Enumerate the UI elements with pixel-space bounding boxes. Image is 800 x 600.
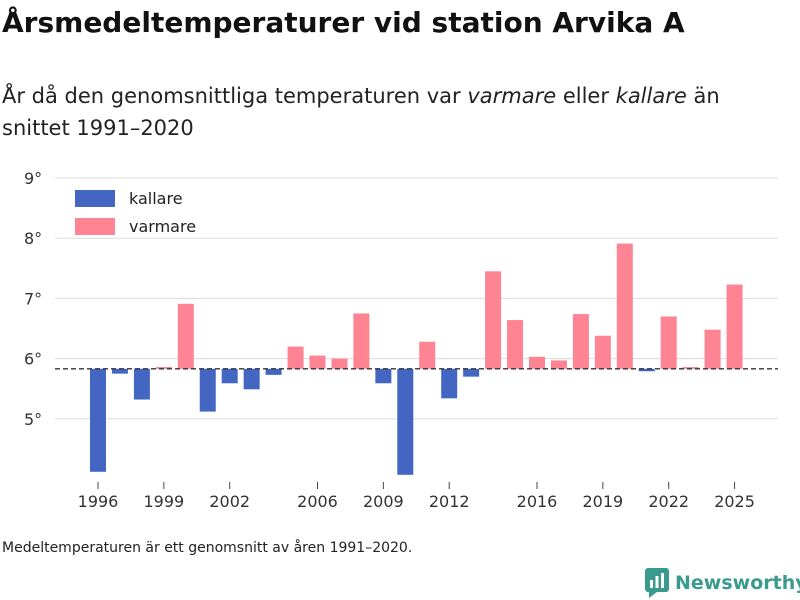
bar-2018[interactable] [572, 314, 589, 369]
brand-logo[interactable]: Newsworthy [645, 568, 800, 598]
y-tick-label: 6° [24, 350, 42, 369]
chart-subtitle: År då den genomsnittliga temperaturen va… [2, 80, 772, 144]
bar-2000[interactable] [177, 303, 194, 369]
subtitle-text-1: År då den genomsnittliga temperaturen va… [2, 84, 468, 108]
bar-2015[interactable] [507, 320, 524, 369]
bar-2011[interactable] [419, 341, 436, 369]
legend-swatch-kallare [75, 190, 115, 207]
y-tick-label: 8° [24, 229, 42, 248]
bar-2001[interactable] [199, 368, 216, 412]
bar-2016[interactable] [529, 356, 545, 369]
bar-1998[interactable] [133, 368, 150, 400]
x-tick-label: 2025 [714, 492, 755, 511]
gridlines [55, 177, 778, 420]
bar-2019[interactable] [594, 335, 611, 369]
bar-2014[interactable] [485, 271, 502, 369]
subtitle-warm-word: varmare [467, 84, 557, 108]
legend[interactable]: kallare varmare [75, 189, 196, 236]
x-tick-label: 1996 [78, 492, 119, 511]
x-tick-label: 2002 [209, 492, 250, 511]
subtitle-cold-word: kallare [615, 84, 687, 108]
bar-2004[interactable] [265, 368, 282, 375]
bar-2024[interactable] [704, 329, 721, 369]
chart-title: Årsmedeltemperaturer vid station Arvika … [2, 6, 685, 39]
footnote: Medeltemperaturen är ett genomsnitt av å… [2, 540, 413, 556]
bar-1999[interactable] [155, 367, 172, 369]
bar-2012[interactable] [441, 368, 458, 399]
bar-2007[interactable] [331, 358, 348, 369]
y-tick-label: 5° [24, 410, 42, 429]
bar-2008[interactable] [353, 313, 370, 369]
bar-2020[interactable] [616, 243, 633, 369]
x-tick-label: 2022 [648, 492, 689, 511]
subtitle-text-2: eller [556, 84, 616, 108]
bar-2023[interactable] [682, 367, 699, 369]
y-tick-label: 9° [24, 169, 42, 188]
legend-label-varmare: varmare [129, 217, 196, 236]
bar-2003[interactable] [243, 368, 260, 390]
x-tick-label: 2019 [582, 492, 623, 511]
bar-2021[interactable] [638, 368, 655, 372]
temperature-bar-chart: 5° 6° 7° 8° 9° 1996 1999 2002 2006 2009 2012 2016 2… [24, 169, 778, 511]
bar-2022[interactable] [660, 316, 677, 369]
y-tick-label: 7° [24, 289, 42, 308]
y-axis: 5° 6° 7° 8° 9° [24, 169, 42, 429]
x-tick-label: 2006 [297, 492, 338, 511]
legend-swatch-varmare [75, 218, 115, 235]
bar-2006[interactable] [309, 355, 326, 369]
x-tick-label: 1999 [143, 492, 184, 511]
x-tick-label: 2009 [363, 492, 404, 511]
x-tick-label: 2012 [429, 492, 470, 511]
newsworthy-logo-icon [645, 568, 669, 598]
bar-2025[interactable] [726, 284, 743, 369]
bar-2005[interactable] [287, 346, 304, 369]
x-tick-label: 2016 [517, 492, 558, 511]
bar-1997[interactable] [111, 368, 128, 374]
subtitle-text-3: än snittet 1991–2020 [2, 84, 720, 140]
bar-2009[interactable] [375, 368, 392, 384]
bar-2002[interactable] [221, 368, 238, 384]
bar-2013[interactable] [463, 368, 480, 377]
brand-name: Newsworthy [675, 572, 800, 594]
bar-2010[interactable] [397, 368, 414, 475]
bars [90, 243, 743, 475]
bar-1996[interactable] [90, 368, 106, 472]
bar-2017[interactable] [550, 360, 567, 369]
legend-label-kallare: kallare [129, 189, 183, 208]
x-axis: 1996 1999 2002 2006 2009 2012 2016 2019 2022 2025 [78, 482, 755, 511]
